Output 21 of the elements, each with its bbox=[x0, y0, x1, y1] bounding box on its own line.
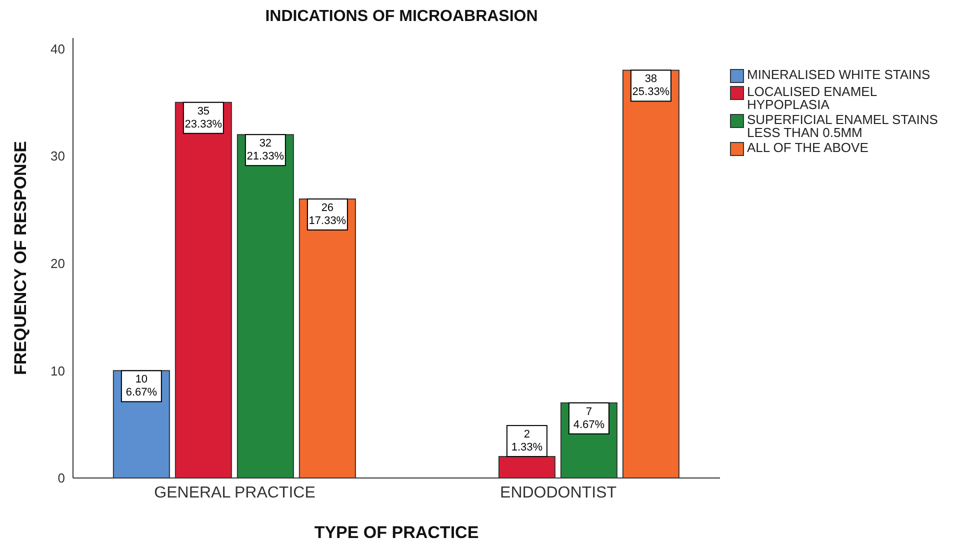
x-axis-title: TYPE OF PRACTICE bbox=[314, 523, 479, 542]
y-tick-label: 0 bbox=[58, 470, 65, 486]
data-label: 38 25.33% bbox=[632, 73, 670, 98]
legend-label: MINERALISED WHITE STAINS bbox=[747, 67, 930, 82]
data-label: 26 17.33% bbox=[308, 202, 346, 227]
x-tick-label: GENERAL PRACTICE bbox=[154, 484, 316, 502]
data-label: 7 4.67% bbox=[573, 406, 605, 431]
y-axis-title: FREQUENCY OF RESPONSE bbox=[11, 141, 30, 375]
y-tick-label: 40 bbox=[50, 41, 65, 56]
legend-label: SUPERFICIAL ENAMEL STAINS LESS THAN 0.5MM bbox=[747, 112, 939, 140]
chart-title: INDICATIONS OF MICROABRASION bbox=[264, 8, 539, 26]
data-label: 32 21.33% bbox=[246, 138, 284, 163]
legend-label: LOCALISED ENAMEL HYPOPLASIA bbox=[747, 84, 878, 112]
data-label: 2 1.33% bbox=[511, 428, 543, 454]
y-tick-label: 10 bbox=[50, 363, 65, 378]
y-tick-label: 30 bbox=[50, 148, 65, 164]
legend-label: ALL OF THE ABOVE bbox=[747, 140, 868, 155]
data-label: 35 23.33% bbox=[184, 105, 222, 130]
x-tick-label: ENDODONTIST bbox=[500, 484, 617, 502]
y-tick-label: 20 bbox=[50, 256, 65, 271]
data-label: 10 6.67% bbox=[126, 374, 158, 399]
